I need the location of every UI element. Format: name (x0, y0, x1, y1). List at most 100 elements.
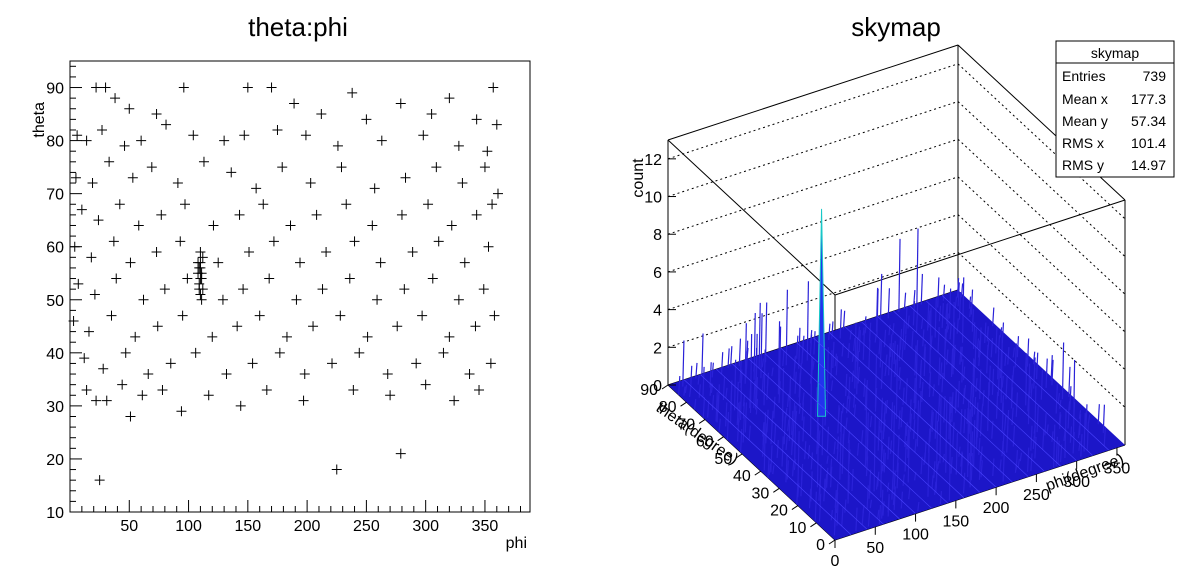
surface-spike (899, 328, 903, 350)
surface-spike (845, 373, 848, 397)
surface-y-tick (717, 436, 724, 442)
surface-spike (683, 386, 686, 396)
surface-spike (997, 335, 1001, 352)
surface-spike (1059, 444, 1063, 463)
surface-mesh-line (877, 316, 1045, 472)
surface-spike (1027, 391, 1030, 412)
surface-y-tick-label: 70 (677, 416, 695, 433)
scatter-point (453, 294, 464, 305)
surface-spike (761, 373, 765, 392)
surface-mesh-line (812, 337, 981, 493)
surface-spike (890, 334, 893, 357)
surface-spike (967, 452, 971, 466)
scatter-point (395, 98, 406, 109)
surface-spike (970, 452, 974, 481)
surface-x-tick-label: 300 (1063, 474, 1090, 491)
surface-y-tick (661, 384, 669, 390)
surface-spike (970, 431, 974, 457)
surface-mesh-line (716, 368, 884, 525)
surface-spike (968, 409, 971, 434)
surface-spike (1097, 404, 1100, 425)
scatter-point (177, 310, 188, 321)
surface-spike (1001, 322, 1005, 344)
surface-spike (794, 371, 797, 394)
surface-spike (791, 410, 794, 436)
scatter-point (136, 135, 147, 146)
scatter-point (295, 257, 305, 268)
surface-spike (955, 432, 959, 475)
surface-spike (768, 463, 772, 476)
scatter-point (165, 358, 176, 369)
scatter-point (261, 384, 272, 395)
surface-spike (920, 273, 924, 305)
surface-spike (762, 422, 765, 437)
surface-spike (839, 410, 843, 432)
surface-spike (883, 419, 886, 432)
surface-spike (880, 397, 884, 426)
surface-spike (930, 410, 933, 427)
surface-spike (909, 399, 912, 424)
surface-spike (932, 384, 935, 397)
surface-spike (960, 451, 963, 467)
surface-spike (761, 358, 764, 368)
surface-spike (1078, 441, 1081, 451)
surface-spike (845, 417, 848, 429)
scatter-point (219, 135, 230, 146)
surface-spike (693, 398, 697, 410)
surface-spike (974, 328, 977, 367)
surface-spike (889, 440, 893, 454)
surface-spike (880, 361, 884, 389)
surface-spike (858, 330, 861, 353)
scatter-point (251, 183, 262, 194)
scatter-point (193, 257, 204, 268)
z-grid-back (667, 138, 959, 235)
scatter-point (457, 178, 468, 189)
surface-spike (935, 420, 939, 489)
surface-spike (895, 344, 899, 419)
surface-spike (913, 290, 916, 306)
surface-spike (960, 409, 963, 435)
surface-spike (1057, 393, 1061, 404)
surface-y-tick (773, 487, 780, 493)
surface-spike (1072, 402, 1076, 426)
scatter-point (91, 82, 102, 93)
scatter-x-label: phi (506, 535, 527, 552)
surface-spike (807, 445, 811, 459)
scatter-point (471, 209, 482, 220)
surface-spike (934, 481, 937, 495)
scatter-point (327, 358, 338, 369)
surface-spike (903, 292, 907, 310)
surface-spike (802, 416, 805, 442)
scatter-point (235, 400, 246, 411)
surface-spike (778, 326, 782, 392)
surface-spike (1026, 447, 1030, 472)
surface-spike (864, 323, 867, 334)
surface-spike (961, 277, 965, 343)
surface-spike (937, 326, 940, 353)
surface-spike (799, 363, 802, 383)
scatter-point (182, 273, 193, 284)
stats-value-mean-x: 177.3 (1131, 91, 1166, 107)
surface-spike (1002, 451, 1005, 482)
scatter-x-tick-label: 300 (412, 518, 439, 535)
surface-spike (972, 359, 976, 378)
surface-spike (1046, 424, 1049, 434)
scatter-point (417, 310, 428, 321)
surface-spike (940, 362, 943, 380)
surface-spike (929, 425, 932, 442)
surface-spike (880, 445, 884, 458)
scatter-point (69, 241, 80, 252)
scatter-point (369, 183, 380, 194)
surface-spike (941, 303, 944, 328)
surface-spike (886, 482, 890, 492)
surface-spike (1059, 399, 1062, 409)
surface-spike (810, 471, 813, 502)
scatter-point (478, 284, 489, 295)
surface-x-tick-label: 200 (983, 500, 1010, 517)
surface-spike (922, 329, 925, 347)
surface-spike (865, 380, 868, 408)
surface-spike (847, 430, 851, 444)
surface-spike (812, 360, 815, 370)
scatter-point (156, 209, 167, 220)
surface-spike (1012, 366, 1015, 382)
